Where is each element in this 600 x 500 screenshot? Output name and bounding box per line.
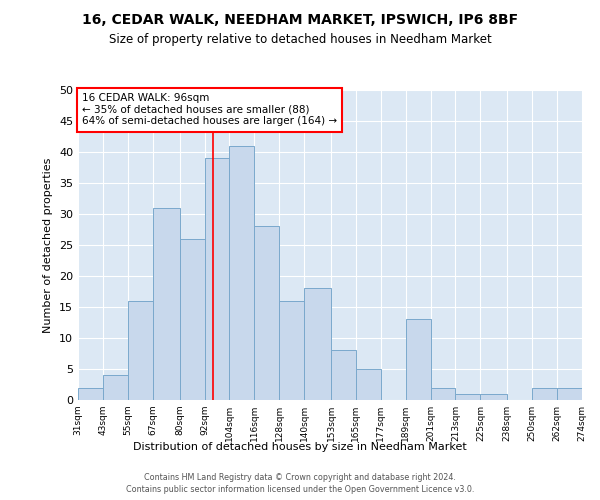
Y-axis label: Number of detached properties: Number of detached properties xyxy=(43,158,53,332)
Text: 16 CEDAR WALK: 96sqm
← 35% of detached houses are smaller (88)
64% of semi-detac: 16 CEDAR WALK: 96sqm ← 35% of detached h… xyxy=(82,93,337,126)
Bar xyxy=(229,146,254,400)
Bar xyxy=(205,158,229,400)
Bar xyxy=(78,388,103,400)
Bar xyxy=(331,350,356,400)
Text: Contains public sector information licensed under the Open Government Licence v3: Contains public sector information licen… xyxy=(126,484,474,494)
Bar xyxy=(254,226,279,400)
Bar xyxy=(431,388,455,400)
Bar xyxy=(455,394,481,400)
Text: Distribution of detached houses by size in Needham Market: Distribution of detached houses by size … xyxy=(133,442,467,452)
Bar xyxy=(103,375,128,400)
Bar xyxy=(152,208,179,400)
Bar xyxy=(128,301,152,400)
Text: 16, CEDAR WALK, NEEDHAM MARKET, IPSWICH, IP6 8BF: 16, CEDAR WALK, NEEDHAM MARKET, IPSWICH,… xyxy=(82,12,518,26)
Bar xyxy=(304,288,331,400)
Text: Size of property relative to detached houses in Needham Market: Size of property relative to detached ho… xyxy=(109,32,491,46)
Bar xyxy=(532,388,557,400)
Bar xyxy=(406,320,431,400)
Bar xyxy=(179,239,205,400)
Bar xyxy=(481,394,508,400)
Bar xyxy=(356,369,381,400)
Bar xyxy=(279,301,304,400)
Bar xyxy=(557,388,582,400)
Text: Contains HM Land Registry data © Crown copyright and database right 2024.: Contains HM Land Registry data © Crown c… xyxy=(144,473,456,482)
